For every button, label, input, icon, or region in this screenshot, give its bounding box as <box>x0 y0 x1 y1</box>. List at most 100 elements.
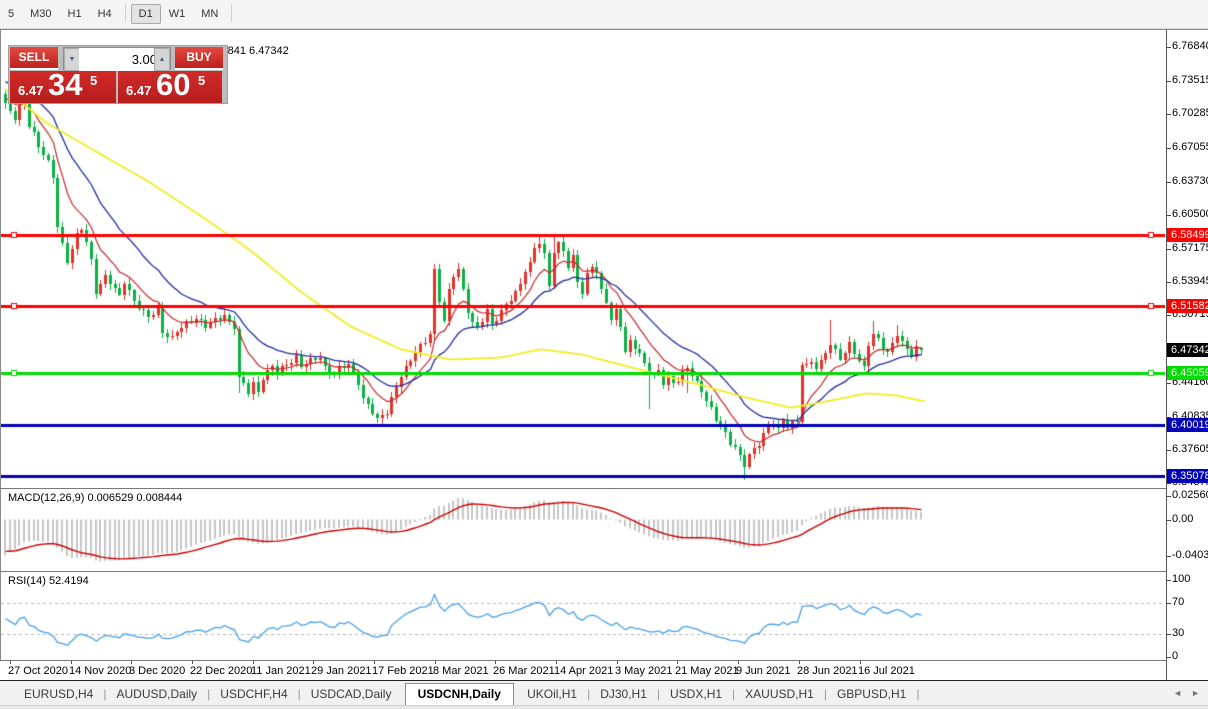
date-tick <box>556 661 557 664</box>
date-label: 3 May 2021 <box>615 665 673 677</box>
panel-divider[interactable] <box>0 571 1208 572</box>
tab-scroll-right-icon[interactable]: ► <box>1191 688 1200 698</box>
date-tick <box>677 661 678 664</box>
date-tick <box>131 661 132 664</box>
volume-increase-icon[interactable]: ▲ <box>154 48 170 71</box>
tab-audusd-daily[interactable]: AUDUSD,Daily <box>116 687 198 701</box>
tab-usdcad-daily[interactable]: USDCAD,Daily <box>310 687 392 701</box>
volume-spinner: ▼ ▲ <box>63 47 171 71</box>
axis-tick <box>1167 47 1171 48</box>
y-axis-label: 6.70285 <box>1172 107 1208 119</box>
date-label: 14 Apr 2021 <box>554 665 614 677</box>
axis-tick <box>1167 450 1171 451</box>
axis-tick <box>1167 215 1171 216</box>
date-tick <box>495 661 496 664</box>
rsi-axis-label: 30 <box>1172 627 1185 639</box>
macd-axis-label: -0.04038 <box>1172 549 1208 561</box>
axis-tick <box>1167 282 1171 283</box>
tab-ukoil-h1[interactable]: UKOil,H1 <box>527 687 578 701</box>
toolbar-separator <box>231 3 233 22</box>
status-strip <box>0 705 1208 709</box>
date-tick <box>253 661 254 664</box>
macd-indicator-panel[interactable] <box>1 489 1165 570</box>
timeframe-button-5[interactable]: 5 <box>8 8 15 20</box>
axis-tick <box>1167 603 1171 604</box>
date-tick <box>71 661 72 664</box>
date-label: 16 Jul 2021 <box>858 665 915 677</box>
rsi-axis-label: 0 <box>1172 650 1179 662</box>
timeframe-button-w1[interactable]: W1 <box>168 8 186 20</box>
tab-xauusd-h1[interactable]: XAUUSD,H1 <box>745 687 814 701</box>
tab-usdchf-h4[interactable]: USDCHF,H4 <box>220 687 288 701</box>
rsi-indicator-panel[interactable] <box>1 572 1165 660</box>
date-label: 21 May 2021 <box>675 665 739 677</box>
timeframe-button-mn[interactable]: MN <box>201 8 219 20</box>
tab-separator: | <box>587 687 591 701</box>
axis-tick <box>1167 114 1171 115</box>
tab-separator: | <box>207 687 211 701</box>
toolbar-separator <box>124 3 126 22</box>
buy-price-button[interactable]: 6.47 60 5 <box>118 67 222 103</box>
axis-tick <box>1167 182 1171 183</box>
volume-input[interactable] <box>79 48 159 71</box>
buy-price-main: 60 <box>156 67 191 102</box>
date-tick <box>799 661 800 664</box>
tab-eurusd-h4[interactable]: EURUSD,H4 <box>24 687 94 701</box>
axis-tick <box>1167 148 1171 149</box>
date-label: 27 Oct 2020 <box>8 665 68 677</box>
date-label: 8 Mar 2021 <box>433 665 489 677</box>
axis-tick <box>1167 249 1171 250</box>
axis-tick <box>1167 315 1171 316</box>
tab-usdx-h1[interactable]: USDX,H1 <box>670 687 723 701</box>
main-price-chart[interactable] <box>1 30 1165 488</box>
sell-price-main: 34 <box>48 67 83 102</box>
rsi-axis-label: 70 <box>1172 596 1185 608</box>
sell-price-prefix: 6.47 <box>18 83 44 98</box>
date-label: 22 Dec 2020 <box>190 665 253 677</box>
one-click-trade-panel: SELL ▼ ▲ BUY 6.47 34 5 6.47 60 5 <box>8 45 228 104</box>
hline-price-badge: 6.51582 <box>1167 299 1208 313</box>
hline-price-badge: 6.58499 <box>1167 228 1208 242</box>
rsi-label: RSI(14) 52.4194 <box>8 575 89 587</box>
tab-separator: | <box>297 687 301 701</box>
macd-label: MACD(12,26,9) 0.006529 0.008444 <box>8 492 183 504</box>
date-label: 26 Mar 2021 <box>493 665 555 677</box>
buy-button[interactable]: BUY <box>175 47 223 70</box>
date-tick <box>192 661 193 664</box>
hline-price-badge: 6.40019 <box>1167 418 1208 432</box>
panel-divider <box>0 660 1208 661</box>
tab-dj30-h1[interactable]: DJ30,H1 <box>600 687 647 701</box>
tab-gbpusd-h1[interactable]: GBPUSD,H1 <box>836 687 907 701</box>
sell-button[interactable]: SELL <box>10 47 58 70</box>
timeframe-button-h4[interactable]: H4 <box>97 8 112 20</box>
axis-tick <box>1167 81 1171 82</box>
sell-price-button[interactable]: 6.47 34 5 <box>10 67 116 103</box>
timeframe-toolbar: 5 M30 H1 H4 D1 W1 MN <box>0 0 1208 29</box>
tab-usdcnh-daily[interactable]: USDCNH,Daily <box>404 683 514 706</box>
axis-tick <box>1167 383 1171 384</box>
date-tick <box>10 661 11 664</box>
axis-separator <box>1166 30 1167 680</box>
tab-separator: | <box>656 687 661 701</box>
price-axis[interactable]: 6.76840 6.73515 6.70285 6.67055 6.63730 6.605… <box>1167 30 1208 680</box>
axis-tick <box>1167 580 1171 581</box>
date-axis[interactable]: 27 Oct 2020 14 Nov 2020 3 Dec 2020 22 Dec 2… <box>0 661 1166 680</box>
tab-scroll-left-icon[interactable]: ◄ <box>1173 688 1182 698</box>
tab-separator: | <box>823 687 827 701</box>
date-label: 17 Feb 2021 <box>372 665 434 677</box>
buy-price-prefix: 6.47 <box>126 83 152 98</box>
axis-tick <box>1167 483 1171 484</box>
date-tick <box>617 661 618 664</box>
y-axis-label: 6.37605 <box>1172 443 1208 455</box>
last-price-badge: 6.47342 <box>1167 343 1208 357</box>
y-axis-label: 6.76840 <box>1172 40 1208 52</box>
hline-price-badge: 6.35078 <box>1167 469 1208 483</box>
date-label: 14 Nov 2020 <box>69 665 132 677</box>
timeframe-button-d1[interactable]: D1 <box>130 4 161 24</box>
panel-divider[interactable] <box>0 488 1208 489</box>
date-label: 29 Jan 2021 <box>311 665 372 677</box>
timeframe-button-m30[interactable]: M30 <box>30 8 52 20</box>
timeframe-button-h1[interactable]: H1 <box>67 8 82 20</box>
axis-tick <box>1167 634 1171 635</box>
